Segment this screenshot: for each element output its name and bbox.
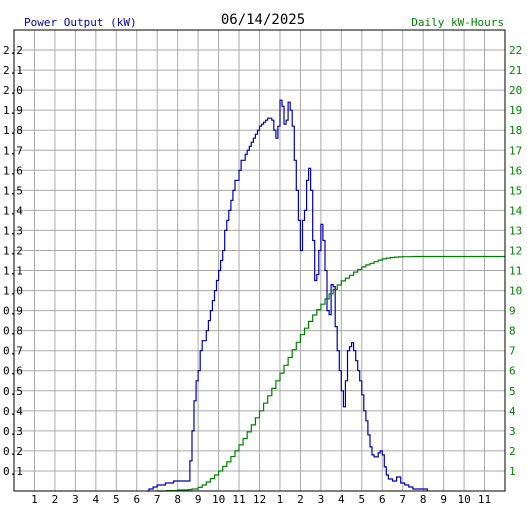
right-axis-label: Daily kW-Hours xyxy=(411,16,504,29)
y-left-tick-label: 2.2 xyxy=(3,44,23,57)
x-tick-label: 2 xyxy=(297,493,304,506)
y-right-tick-label: 22 xyxy=(509,44,522,57)
y-right-tick-label: 21 xyxy=(509,64,522,77)
plot-frame xyxy=(13,29,506,492)
y-right-tick-label: 10 xyxy=(509,285,522,298)
y-left-tick-label: 0.5 xyxy=(3,385,23,398)
x-tick-label: 1 xyxy=(31,493,38,506)
y-left-tick-label: 1.4 xyxy=(3,204,23,217)
x-tick-label: 7 xyxy=(154,493,161,506)
y-left-tick-label: 1.1 xyxy=(3,265,23,278)
y-right-tick-label: 1 xyxy=(509,465,516,478)
y-left-tick-label: 1.9 xyxy=(3,104,23,117)
y-left-tick-label: 0.7 xyxy=(3,345,23,358)
x-tick-label: 4 xyxy=(93,493,100,506)
x-tick-label: 12 xyxy=(253,493,266,506)
y-left-tick-label: 1.7 xyxy=(3,144,23,157)
y-right-tick-label: 12 xyxy=(509,244,522,257)
y-right-tick-label: 3 xyxy=(509,425,516,438)
y-left-tick-label: 1.5 xyxy=(3,184,23,197)
y-right-tick-label: 14 xyxy=(509,204,523,217)
x-tick-label: 1 xyxy=(277,493,284,506)
y-left-tick-label: 2.0 xyxy=(3,84,23,97)
y-left-tick-label: 0.2 xyxy=(3,445,23,458)
y-left-tick-label: 0.9 xyxy=(3,305,23,318)
y-right-tick-label: 18 xyxy=(509,124,522,137)
y-left-tick-label: 1.3 xyxy=(3,224,23,237)
x-tick-label: 4 xyxy=(338,493,345,506)
x-tick-label: 3 xyxy=(72,493,79,506)
y-left-tick-label: 1.2 xyxy=(3,244,23,257)
y-right-tick-label: 13 xyxy=(509,224,522,237)
y-left-tick-label: 2.1 xyxy=(3,64,23,77)
y-right-tick-label: 15 xyxy=(509,184,522,197)
x-tick-label: 9 xyxy=(195,493,202,506)
x-tick-label: 10 xyxy=(212,493,225,506)
y-left-tick-label: 1.0 xyxy=(3,285,23,298)
x-tick-label: 6 xyxy=(379,493,386,506)
chart-title: 06/14/2025 xyxy=(221,12,305,28)
power-output-line xyxy=(147,99,428,492)
y-left-tick-label: 0.4 xyxy=(3,405,23,418)
x-tick-label: 2 xyxy=(52,493,59,506)
x-tick-label: 7 xyxy=(399,493,406,506)
x-tick-label: 8 xyxy=(174,493,181,506)
y-right-tick-label: 20 xyxy=(509,84,522,97)
y-left-tick-label: 1.6 xyxy=(3,164,23,177)
y-right-tick-label: 9 xyxy=(509,305,516,318)
x-tick-label: 5 xyxy=(358,493,365,506)
y-left-tick-label: 0.8 xyxy=(3,325,23,338)
y-right-tick-label: 7 xyxy=(509,345,516,358)
x-tick-label: 10 xyxy=(457,493,470,506)
grid-lines xyxy=(14,30,505,491)
y-right-tick-label: 11 xyxy=(509,265,522,278)
x-tick-label: 9 xyxy=(440,493,447,506)
series-lines xyxy=(147,99,505,492)
tick-labels: 1 2 3 4 5 6 7 8 9 10 11 12 1 2 3 4 5 6 7 8 9 10 110.10.20.30.4… xyxy=(3,44,523,506)
x-tick-label: 8 xyxy=(420,493,427,506)
x-tick-label: 11 xyxy=(232,493,245,506)
y-right-tick-label: 6 xyxy=(509,365,516,378)
y-right-tick-label: 4 xyxy=(509,405,516,418)
daily-kwh-line xyxy=(157,255,505,492)
x-tick-label: 5 xyxy=(113,493,120,506)
y-right-tick-label: 5 xyxy=(509,385,516,398)
y-left-tick-label: 0.1 xyxy=(3,465,23,478)
y-right-tick-label: 19 xyxy=(509,104,522,117)
x-tick-label: 6 xyxy=(133,493,140,506)
y-left-tick-label: 1.8 xyxy=(3,124,23,137)
y-right-tick-label: 8 xyxy=(509,325,516,338)
y-right-tick-label: 16 xyxy=(509,164,522,177)
y-right-tick-label: 17 xyxy=(509,144,522,157)
y-left-tick-label: 0.6 xyxy=(3,365,23,378)
y-right-tick-label: 2 xyxy=(509,445,516,458)
x-tick-label: 11 xyxy=(478,493,491,506)
y-left-tick-label: 0.3 xyxy=(3,425,23,438)
x-tick-label: 3 xyxy=(318,493,325,506)
left-axis-label: Power Output (kW) xyxy=(24,16,137,29)
